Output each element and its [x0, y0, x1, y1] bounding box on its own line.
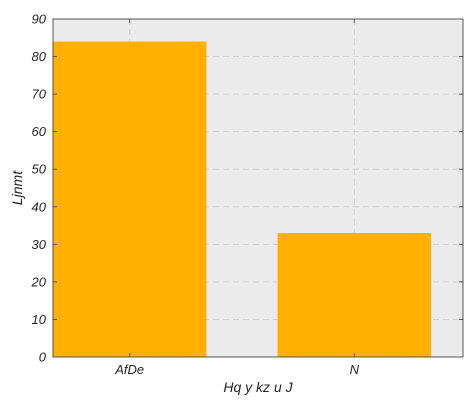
x-tick-label: AfDe: [114, 362, 144, 377]
y-tick-label: 90: [32, 12, 47, 27]
plot-frame: [52, 18, 464, 358]
y-axis-label: Ljnmt: [9, 170, 25, 205]
y-tick-label: 30: [32, 237, 47, 252]
y-tick-label: 50: [32, 162, 47, 177]
y-tick-label: 20: [31, 274, 47, 289]
y-tick-label: 0: [39, 350, 47, 365]
y-tick-label: 80: [32, 49, 47, 64]
y-tick-label: 60: [32, 124, 47, 139]
x-axis-label: Hq y kz u J: [223, 379, 293, 395]
y-tick-label: 10: [32, 312, 47, 327]
bar-afde: [53, 41, 207, 358]
y-tick-label: 70: [32, 87, 47, 102]
bars: [53, 41, 431, 358]
x-axis-ticks: AfDe N: [114, 19, 360, 377]
y-tick-label: 40: [32, 199, 47, 214]
x-tick-label: N: [350, 362, 360, 377]
y-axis-ticks: 0 10 20 30 40 50 60 70 80 90: [31, 12, 463, 365]
bar-n: [277, 233, 431, 357]
